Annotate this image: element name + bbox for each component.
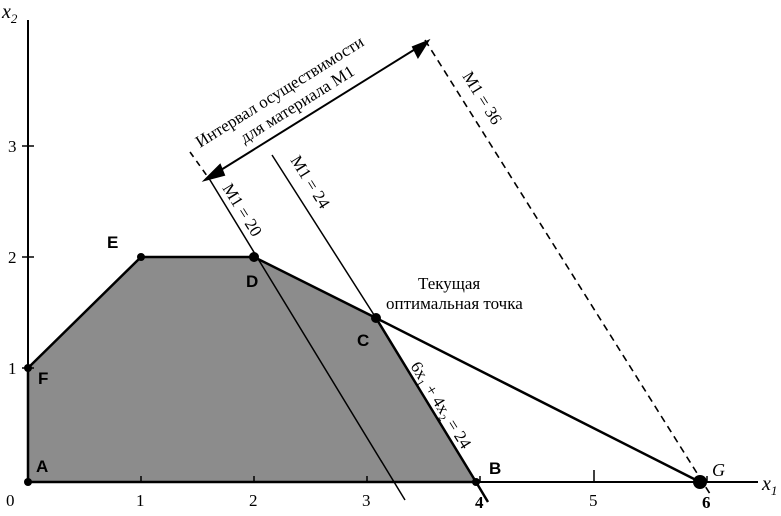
m1-36-line <box>424 39 713 498</box>
m1-24-line <box>271 154 377 319</box>
current-optimal-line1: Текущая <box>418 274 480 293</box>
point-c-label: C <box>357 331 369 350</box>
point-f-dot <box>24 364 32 372</box>
point-b-dot <box>472 478 480 486</box>
point-d-dot <box>249 252 259 262</box>
x-axis-ticks <box>140 470 708 482</box>
interval-annotation: Интервал осуществимости для материала M1 <box>192 32 367 151</box>
x-tick-4: 4 <box>475 493 484 512</box>
origin-label: 0 <box>6 491 15 510</box>
m1-36-label: M1 = 36 <box>459 68 506 128</box>
point-a-label: A <box>36 457 48 476</box>
m1-20-line <box>209 179 406 501</box>
point-c-dot <box>371 313 381 323</box>
point-g-label: G <box>712 460 725 480</box>
point-f-label: F <box>38 369 48 388</box>
x-tick-6: 6 <box>702 493 711 512</box>
x-axis-label: x1 <box>761 473 777 498</box>
y-tick-3: 3 <box>8 137 17 156</box>
m1-20-label: M1 = 20 <box>219 180 266 240</box>
point-b-label: B <box>489 459 501 478</box>
x-tick-1: 1 <box>136 491 145 510</box>
vertex-dots <box>24 252 707 489</box>
point-e-label: E <box>107 233 118 252</box>
interval-arrow <box>201 38 431 182</box>
m1-24-label: M1 = 24 <box>287 152 334 212</box>
point-d-label: D <box>246 272 258 291</box>
x-tick-2: 2 <box>249 491 258 510</box>
x-tick-3: 3 <box>362 491 371 510</box>
point-a-dot <box>24 478 32 486</box>
y-tick-2: 2 <box>8 248 17 267</box>
y-axis-label: x2 <box>1 1 18 26</box>
point-e-dot <box>137 253 145 261</box>
current-optimal-line2: оптимальная точка <box>386 294 523 313</box>
x-tick-5: 5 <box>589 491 598 510</box>
m1-20-dashed-line <box>189 151 211 181</box>
y-tick-1: 1 <box>8 359 17 378</box>
line-dc-to-g <box>375 316 701 484</box>
point-g-dot <box>693 475 707 489</box>
